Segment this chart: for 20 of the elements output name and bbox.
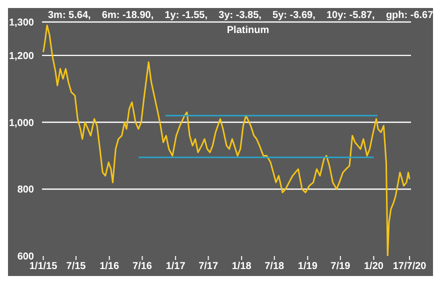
x-tick-label: 7/18 xyxy=(264,261,285,272)
x-tick-label: 1/17 xyxy=(166,261,186,272)
x-tick-label: 7/15 xyxy=(66,261,86,272)
y-tick-label: 1,000 xyxy=(8,118,34,129)
y-tick-label: 1,200 xyxy=(8,50,34,62)
x-tick-label: 1/19 xyxy=(298,261,318,272)
chart-title: Platinum xyxy=(226,25,270,36)
chart-subtitle: 3m: 5.64, 6m: -18.90, 1y: -1.55, 3y: -3.85, 5y: -3.69, 10y: -5.87, gph: -6.67 xyxy=(48,10,434,21)
x-tick-label: 17/7/20 xyxy=(392,261,427,272)
y-tick-label: 800 xyxy=(17,184,34,196)
x-tick-label: 1/20 xyxy=(364,261,384,272)
x-tick-label: 7/19 xyxy=(330,261,351,272)
x-tick-label: 1/1/15 xyxy=(29,261,58,272)
x-tick-label: 7/16 xyxy=(132,261,152,272)
x-tick-label: 1/18 xyxy=(232,261,252,272)
y-tick-label: 1,300 xyxy=(8,18,34,29)
line-series xyxy=(42,24,410,256)
y-tick-label: 600 xyxy=(17,252,34,263)
x-tick-label: 7/17 xyxy=(198,261,218,272)
x-tick-label: 1/16 xyxy=(100,261,120,272)
